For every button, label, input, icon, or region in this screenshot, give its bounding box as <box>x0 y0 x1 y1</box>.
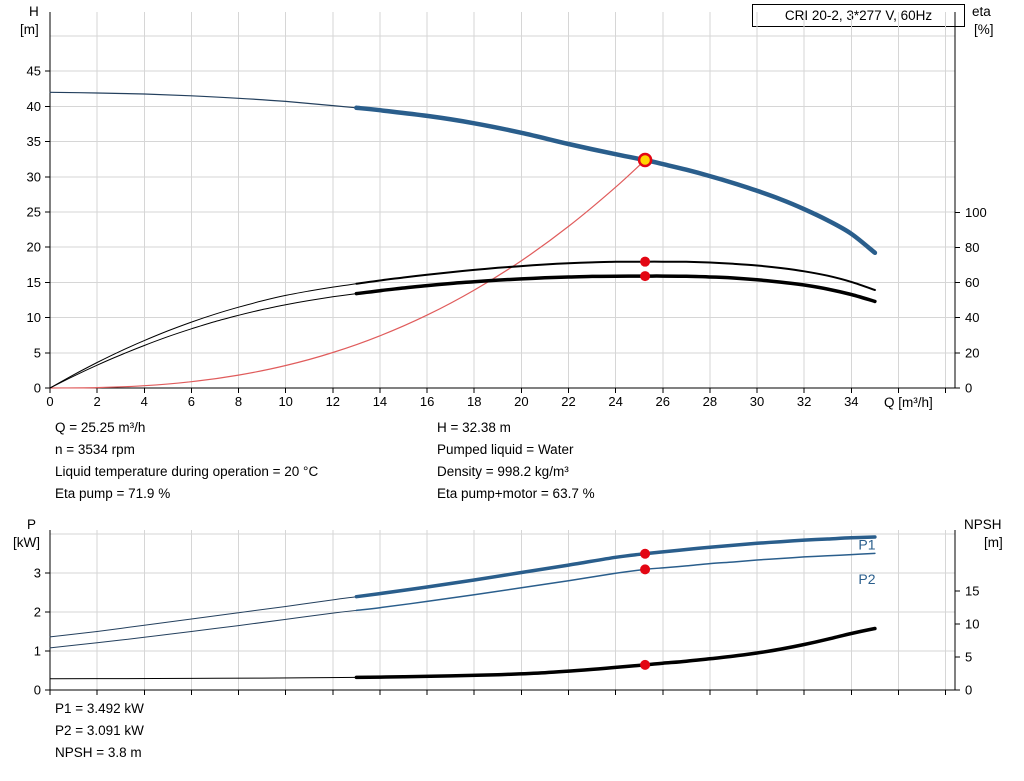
speed-readout: n = 3534 rpm <box>55 442 135 457</box>
head-readout: H = 32.38 m <box>437 420 511 435</box>
eta-axis-title: eta <box>972 4 991 19</box>
svg-text:20: 20 <box>965 345 979 360</box>
power-info: P1 = 3.492 kW P2 = 3.091 kW NPSH = 3.8 m <box>55 698 144 764</box>
p1-point <box>640 548 651 559</box>
p2-curve-label: P2 <box>858 571 875 587</box>
svg-text:30: 30 <box>27 169 41 184</box>
svg-text:0: 0 <box>34 381 41 396</box>
svg-text:10: 10 <box>27 310 41 325</box>
svg-text:15: 15 <box>965 583 979 598</box>
operating-point <box>637 152 653 168</box>
eta-pump-motor-low-flow <box>49 293 357 389</box>
pumped-liquid-readout: Pumped liquid = Water <box>437 442 574 457</box>
p1-curve-label: P1 <box>858 537 875 553</box>
power-axis-title: P <box>27 517 37 532</box>
svg-text:6: 6 <box>188 394 195 409</box>
svg-text:45: 45 <box>27 64 41 79</box>
svg-text:10: 10 <box>965 616 979 631</box>
svg-text:60: 60 <box>965 275 979 290</box>
p2-readout: P2 = 3.091 kW <box>55 723 144 738</box>
svg-text:0: 0 <box>965 683 972 698</box>
p1 <box>354 535 877 599</box>
svg-text:10: 10 <box>278 394 292 409</box>
density-readout: Density = 998.2 kg/m³ <box>437 464 569 479</box>
svg-text:5: 5 <box>965 649 972 664</box>
p2-point <box>640 564 651 575</box>
eta-pump-readout: Eta pump = 71.9 % <box>55 486 171 501</box>
svg-text:100: 100 <box>965 205 987 220</box>
npsh-readout: NPSH = 3.8 m <box>55 745 142 760</box>
p1-readout: P1 = 3.492 kW <box>55 701 144 716</box>
npsh-axis-unit: [m] <box>984 535 1003 550</box>
power-npsh-chart: 0 1 2 3 0 5 10 15 P1 P2 <box>34 530 979 698</box>
svg-text:30: 30 <box>750 394 764 409</box>
eta-pump-low-flow <box>49 283 357 389</box>
svg-text:2: 2 <box>94 394 101 409</box>
svg-text:0: 0 <box>965 381 972 396</box>
svg-text:22: 22 <box>561 394 575 409</box>
svg-text:3: 3 <box>34 565 41 580</box>
svg-text:12: 12 <box>326 394 340 409</box>
npsh-low-flow <box>49 676 357 680</box>
svg-text:20: 20 <box>514 394 528 409</box>
pump-model-badge: CRI 20-2, 3*277 V, 60Hz <box>752 4 965 27</box>
svg-text:8: 8 <box>235 394 242 409</box>
svg-text:14: 14 <box>373 394 387 409</box>
eta-pump-motor-readout: Eta pump+motor = 63.7 % <box>437 486 595 501</box>
svg-text:24: 24 <box>608 394 622 409</box>
svg-text:0: 0 <box>34 683 41 698</box>
npsh <box>354 626 877 680</box>
power-axis-unit: [kW] <box>13 535 40 550</box>
svg-text:16: 16 <box>420 394 434 409</box>
eta-pump-motor <box>354 274 877 304</box>
npsh-axis-title: NPSH <box>964 517 1002 532</box>
svg-text:26: 26 <box>656 394 670 409</box>
svg-text:0: 0 <box>46 394 53 409</box>
eta-pump-point <box>640 256 651 267</box>
head-axis-unit: [m] <box>20 22 39 37</box>
svg-text:34: 34 <box>844 394 858 409</box>
svg-text:18: 18 <box>467 394 481 409</box>
temperature-readout: Liquid temperature during operation = 20… <box>55 464 319 479</box>
head-axis-title: H <box>29 4 39 19</box>
svg-text:5: 5 <box>34 345 41 360</box>
svg-text:40: 40 <box>965 310 979 325</box>
svg-text:25: 25 <box>27 204 41 219</box>
eta-pump <box>355 260 876 291</box>
eta-axis-unit: [%] <box>974 22 994 37</box>
head-curve <box>354 105 878 256</box>
svg-text:4: 4 <box>141 394 148 409</box>
svg-text:35: 35 <box>27 134 41 149</box>
svg-text:40: 40 <box>27 99 41 114</box>
svg-text:1: 1 <box>34 643 41 658</box>
svg-text:15: 15 <box>27 275 41 290</box>
svg-text:80: 80 <box>965 240 979 255</box>
svg-text:2: 2 <box>34 604 41 619</box>
duty-info-right: H = 32.38 m Pumped liquid = Water Densit… <box>437 417 595 505</box>
head-curve-low-flow <box>49 91 357 109</box>
duty-info-left: Q = 25.25 m³/h n = 3534 rpm Liquid tempe… <box>55 417 318 505</box>
p2-low-flow <box>49 609 357 649</box>
head-capacity-chart: 0 2 4 6 8 10 12 14 16 18 20 22 24 26 28 30 32 34051015202… <box>27 12 987 409</box>
svg-text:32: 32 <box>797 394 811 409</box>
p2 <box>355 552 876 612</box>
flow-axis-title: Q [m³/h] <box>884 395 933 410</box>
svg-text:28: 28 <box>703 394 717 409</box>
npsh-point <box>640 659 651 670</box>
flow-readout: Q = 25.25 m³/h <box>55 420 146 435</box>
p1-low-flow <box>49 596 357 638</box>
svg-text:20: 20 <box>27 240 41 255</box>
system-curve <box>49 159 646 389</box>
eta-pump-motor-point <box>640 271 651 282</box>
